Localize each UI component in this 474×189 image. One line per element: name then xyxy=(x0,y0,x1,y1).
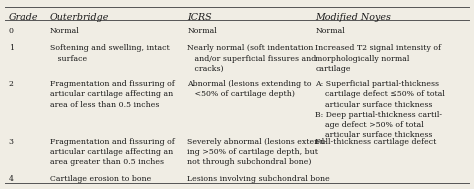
Text: Softening and swelling, intact
   surface: Softening and swelling, intact surface xyxy=(50,44,170,63)
Text: Increased T2 signal intensity of
morphologically normal
cartilage: Increased T2 signal intensity of morphol… xyxy=(315,44,441,73)
Text: Cartilage erosion to bone: Cartilage erosion to bone xyxy=(50,175,151,183)
Text: A: Superficial partial-thickness
    cartilage defect ≤50% of total
    articula: A: Superficial partial-thickness cartila… xyxy=(315,80,445,139)
Text: 3: 3 xyxy=(9,138,14,146)
Text: Lesions involving subchondral bone: Lesions involving subchondral bone xyxy=(187,175,330,183)
Text: Abnormal (lesions extending to
   <50% of cartilage depth): Abnormal (lesions extending to <50% of c… xyxy=(187,80,312,98)
Text: Fragmentation and fissuring of
articular cartilage affecting an
area greater tha: Fragmentation and fissuring of articular… xyxy=(50,138,174,166)
Text: ICRS: ICRS xyxy=(187,13,212,22)
Text: Severely abnormal (lesions extend-
ing >50% of cartilage depth, but
not through : Severely abnormal (lesions extend- ing >… xyxy=(187,138,327,166)
Text: 2: 2 xyxy=(9,80,13,88)
Text: Modified Noyes: Modified Noyes xyxy=(315,13,391,22)
Text: Fragmentation and fissuring of
articular cartilage affecting an
area of less tha: Fragmentation and fissuring of articular… xyxy=(50,80,174,108)
Text: 1: 1 xyxy=(9,44,14,52)
Text: 4: 4 xyxy=(9,175,13,183)
Text: Nearly normal (soft indentation
   and/or superficial fissures and
   cracks): Nearly normal (soft indentation and/or s… xyxy=(187,44,317,73)
Text: 0: 0 xyxy=(9,27,14,35)
Text: Outerbridge: Outerbridge xyxy=(50,13,109,22)
Text: Full-thickness cartilage defect: Full-thickness cartilage defect xyxy=(315,138,437,146)
Text: Normal: Normal xyxy=(50,27,80,35)
Text: Normal: Normal xyxy=(187,27,217,35)
Text: Normal: Normal xyxy=(315,27,345,35)
Text: Grade: Grade xyxy=(9,13,38,22)
